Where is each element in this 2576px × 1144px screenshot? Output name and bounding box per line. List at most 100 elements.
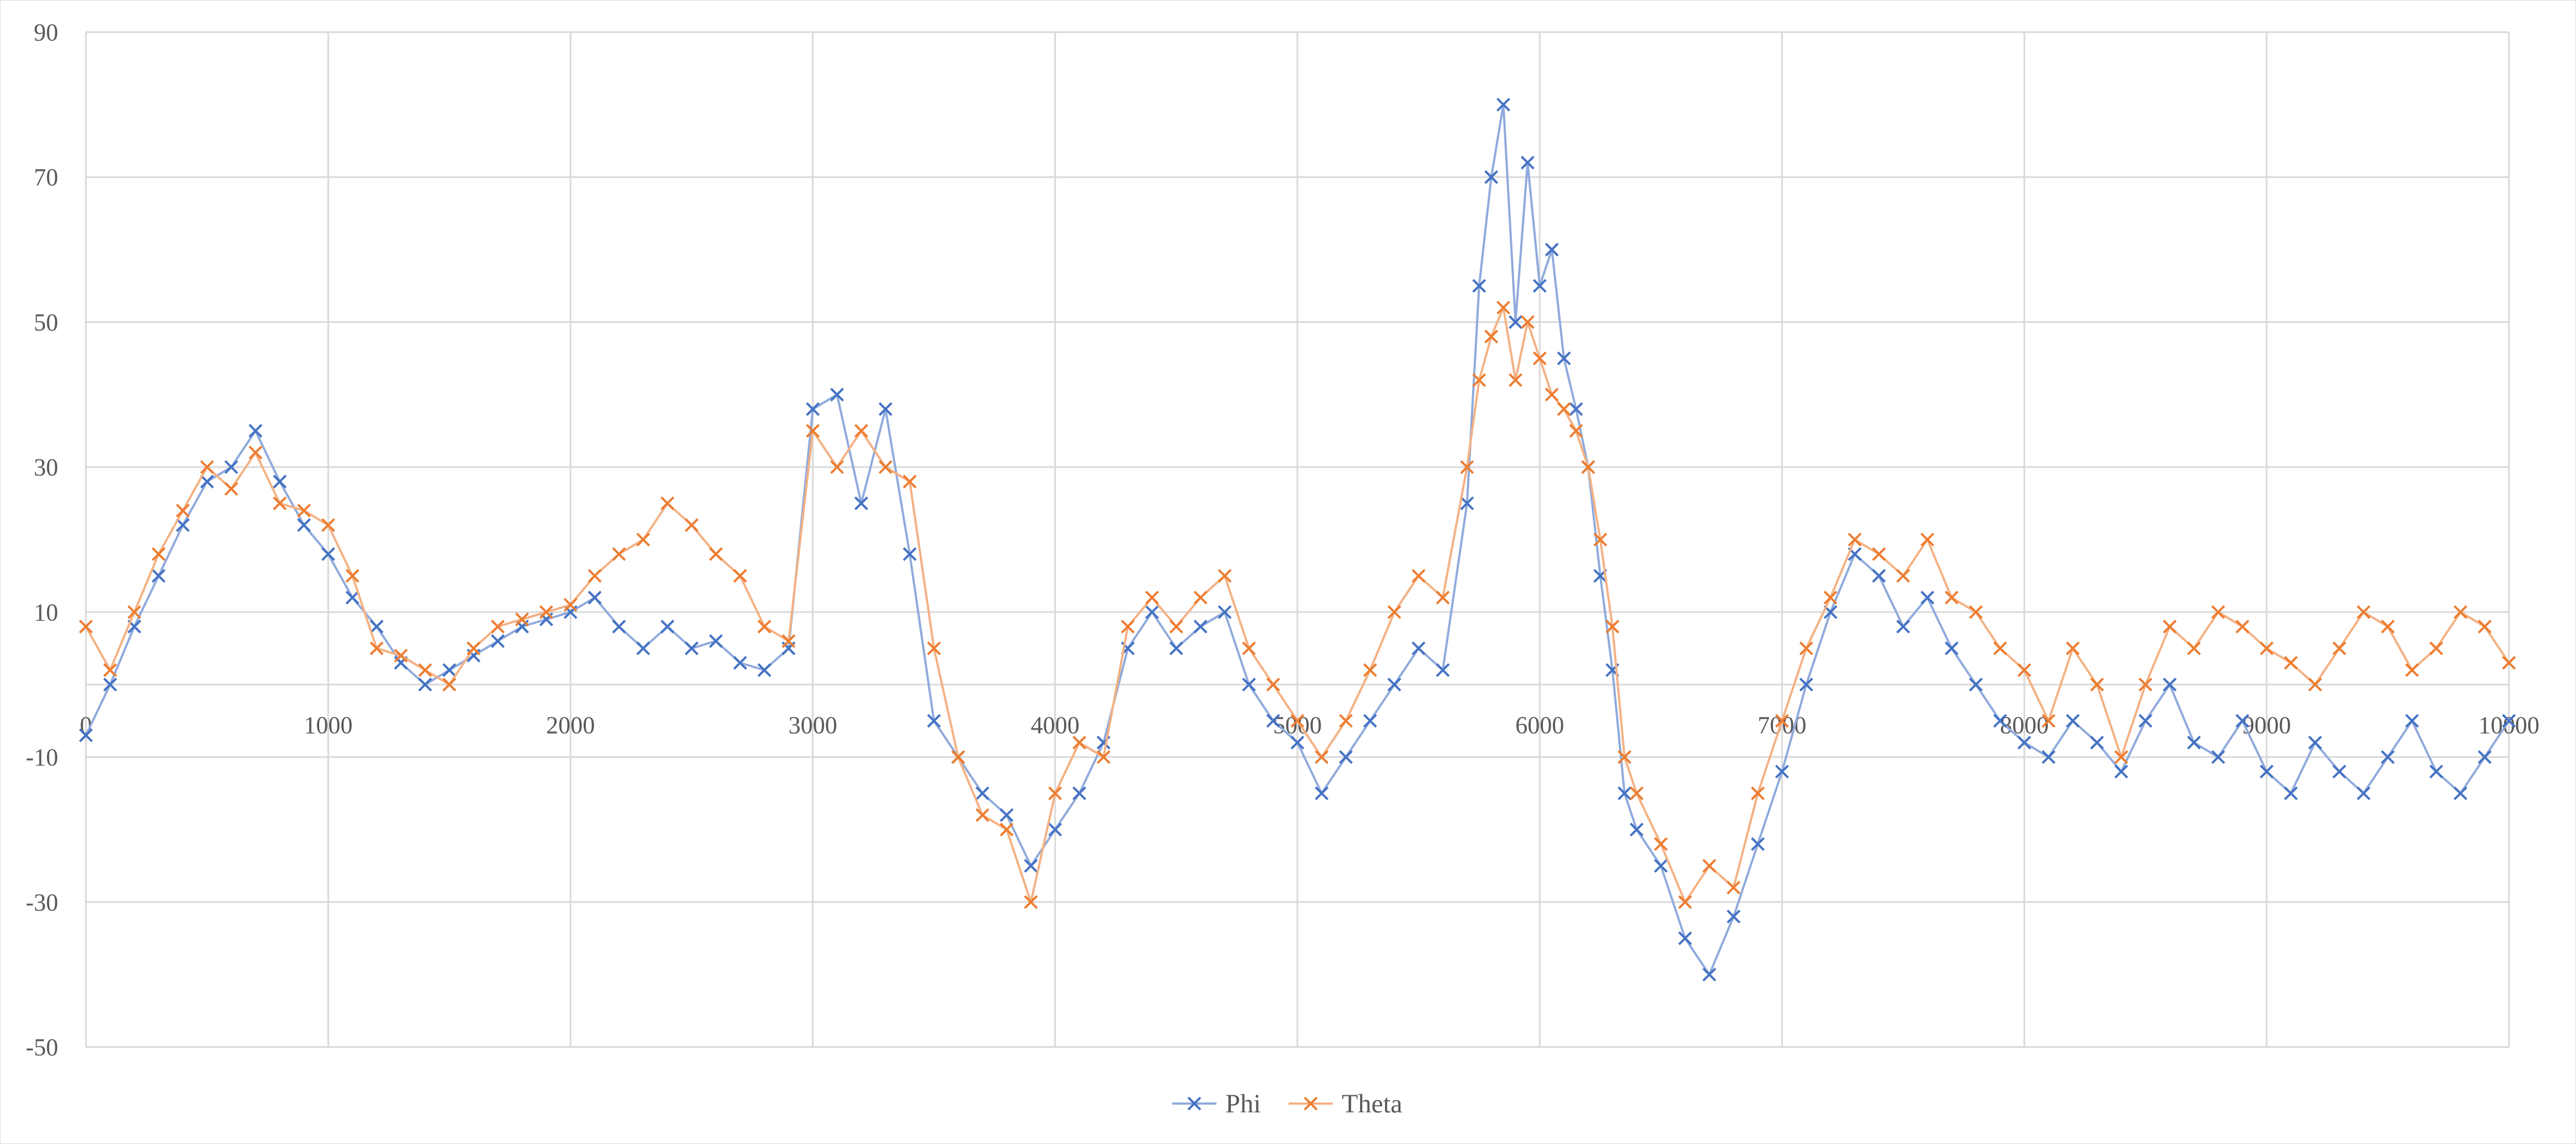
data-point-phi [684,641,699,655]
data-point-phi [636,641,650,655]
data-point-phi [1242,678,1256,692]
data-point-phi [1557,351,1571,366]
data-point-theta [1993,641,2007,655]
x-tick-label: 1000 [304,712,352,739]
data-point-theta [2187,641,2201,655]
data-point-theta [612,547,626,561]
data-point-theta [1557,402,1571,416]
data-point-theta [1266,678,1280,692]
data-point-phi [200,474,214,489]
data-point-theta [733,569,747,583]
data-point-phi [1629,823,1644,837]
data-point-theta [297,504,311,518]
data-point-theta [975,808,990,822]
data-point-theta [79,619,93,634]
data-point-theta [1569,424,1583,438]
data-point-phi [709,634,723,648]
data-point-phi [1569,402,1583,416]
y-tick-label: -50 [25,1034,58,1061]
data-point-phi [2260,765,2274,779]
x-tick-label: 8000 [2000,712,2049,739]
data-point-theta [345,569,360,583]
data-point-theta [1218,569,1232,583]
series-layer [79,98,2516,982]
data-point-phi [1532,279,1547,293]
data-point-theta [248,445,263,460]
data-point-phi [2405,714,2419,728]
data-point-theta [2211,605,2225,619]
data-point-theta [1920,532,1935,547]
y-tick-label: 50 [34,309,58,336]
x-tick-label: 5000 [1273,712,1322,739]
data-point-phi [1678,931,1692,946]
data-point-phi [927,714,941,728]
data-point-theta [951,750,965,764]
data-point-phi [878,402,893,416]
data-point-theta [1581,460,1596,474]
data-point-phi [370,619,384,634]
data-point-phi [345,591,360,605]
data-point-phi [490,634,505,648]
data-point-theta [515,612,529,627]
data-point-phi [733,656,747,670]
data-point-theta [224,481,238,496]
data-point-phi [1872,569,1886,583]
data-point-theta [1509,373,1522,387]
x-tick-labels: 0 1000 2000 3000 4000 5000 6000 7000 8000 9000 100… [80,712,2539,739]
data-point-phi [1266,714,1280,728]
data-point-theta [2260,641,2274,655]
data-point-theta [1315,750,1329,764]
legend-label: Phi [1225,1089,1261,1119]
data-point-phi [1993,714,2007,728]
data-point-theta [1751,786,1765,801]
data-point-phi [418,678,432,692]
data-point-phi [2284,786,2298,801]
data-point-phi [1290,735,1305,750]
y-tick-label: 70 [34,164,58,191]
data-point-theta [1654,837,1668,851]
data-point-theta [1775,714,1789,728]
data-point-phi [757,663,771,677]
data-point-theta [1339,714,1353,728]
y-tick-label: 10 [34,599,58,626]
data-point-theta [2380,619,2395,634]
x-tick-label: 4000 [1031,712,1080,739]
y-tick-label: -10 [25,744,58,771]
data-point-theta [1702,859,1716,873]
x-tick-label: 3000 [789,712,837,739]
data-point-theta [2405,663,2419,677]
data-point-theta [1896,569,1910,583]
data-point-theta [273,496,287,510]
x-tick-label: 7000 [1757,712,1806,739]
data-point-phi [2138,714,2153,728]
data-point-theta [1387,605,1402,619]
data-point-theta [2284,656,2298,670]
data-point-theta [1072,735,1086,750]
gridlines [85,31,2510,1048]
data-point-theta [1145,591,1159,605]
data-point-theta [563,598,577,612]
y-tick-label: 90 [34,19,58,46]
data-point-phi [224,460,238,474]
data-point-theta [1726,880,1741,895]
data-point-theta [830,460,844,474]
data-point-theta [1472,373,1486,387]
data-point-theta [2332,641,2347,655]
data-point-phi [2308,735,2322,750]
data-point-phi [2066,714,2080,728]
data-point-theta [1532,351,1547,366]
data-point-phi [2477,750,2492,764]
data-point-phi [999,808,1014,822]
data-point-theta [927,641,941,655]
data-point-theta [1193,591,1208,605]
data-point-phi [1145,605,1159,619]
data-point-phi [1775,765,1789,779]
data-point-phi [1218,605,1232,619]
data-point-phi [1751,837,1765,851]
data-point-phi [1969,678,1983,692]
data-point-theta [2163,619,2177,634]
data-point-theta [1678,895,1692,909]
y-tick-label: 30 [34,454,58,481]
data-point-phi [1545,243,1559,256]
